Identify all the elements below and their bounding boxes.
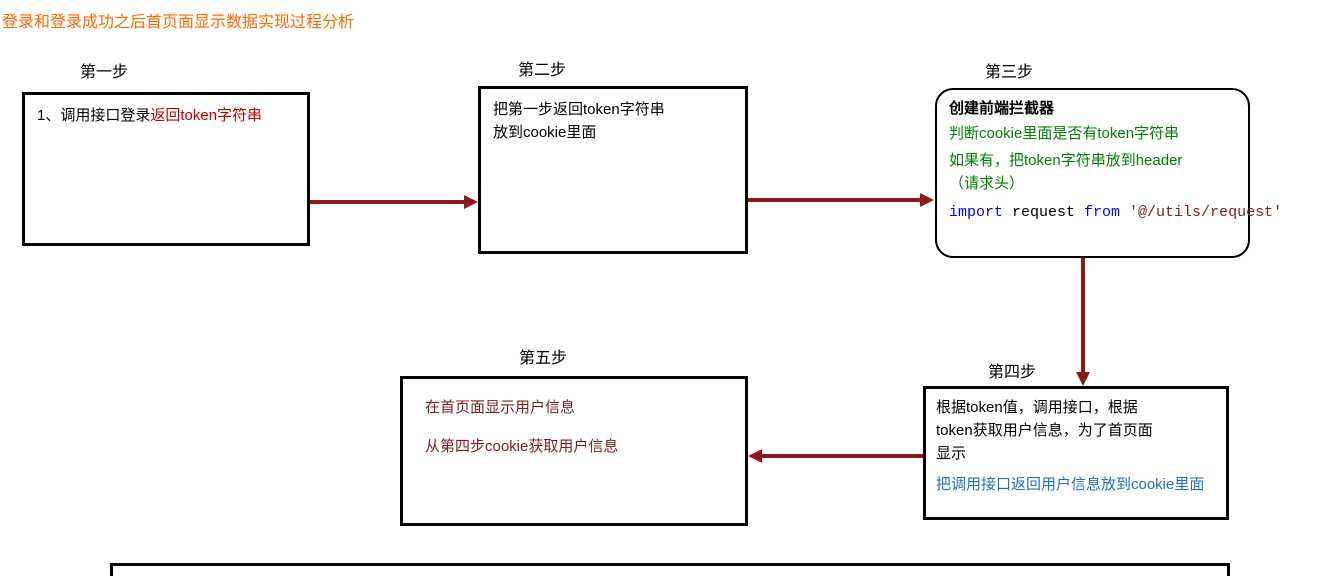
step4-line1a: 根据token值，调用接口，根据 bbox=[936, 397, 1216, 418]
step3-line1: 创建前端拦截器 bbox=[949, 98, 1236, 119]
step1-text-highlight: 返回token字符串 bbox=[150, 107, 262, 124]
code-request: request bbox=[1003, 204, 1084, 221]
bottom-border-right bbox=[1227, 563, 1230, 576]
step4-line1b: token获取用户信息，为了首页面 bbox=[936, 420, 1216, 441]
step4-line1c: 显示 bbox=[936, 443, 1216, 464]
step5-line2: 从第四步cookie获取用户信息 bbox=[425, 436, 723, 457]
code-path: '@/utils/request' bbox=[1129, 204, 1282, 221]
step2-line2: 放到cookie里面 bbox=[493, 122, 733, 143]
step3-line3a: 如果有，把token字符串放到header bbox=[949, 150, 1236, 171]
bottom-border bbox=[110, 563, 1230, 566]
step3-line3b: （请求头） bbox=[949, 173, 1236, 194]
step1-text-prefix: 1、调用接口登录 bbox=[37, 107, 150, 124]
step2-line1: 把第一步返回token字符串 bbox=[493, 99, 733, 120]
page-title: 登录和登录成功之后首页面显示数据实现过程分析 bbox=[2, 8, 354, 32]
step3-label: 第三步 bbox=[985, 58, 1033, 82]
step1-label: 第一步 bbox=[80, 58, 128, 82]
step3-box: 创建前端拦截器 判断cookie里面是否有token字符串 如果有，把token… bbox=[935, 88, 1250, 258]
step4-line2: 把调用接口返回用户信息放到cookie里面 bbox=[936, 474, 1216, 495]
step4-label: 第四步 bbox=[988, 358, 1036, 382]
step2-label: 第二步 bbox=[518, 56, 566, 80]
step1-box: 1、调用接口登录返回token字符串 bbox=[22, 92, 310, 246]
code-import: import bbox=[949, 204, 1003, 221]
step4-box: 根据token值，调用接口，根据 token获取用户信息，为了首页面 显示 把调… bbox=[923, 386, 1229, 520]
code-from: from bbox=[1084, 204, 1129, 221]
step3-line2: 判断cookie里面是否有token字符串 bbox=[949, 123, 1236, 144]
step5-line1: 在首页面显示用户信息 bbox=[425, 397, 723, 418]
step5-label: 第五步 bbox=[519, 344, 567, 368]
step2-box: 把第一步返回token字符串 放到cookie里面 bbox=[478, 86, 748, 254]
bottom-border-left bbox=[110, 563, 113, 576]
step3-code: import request from '@/utils/request' bbox=[949, 202, 1236, 223]
step5-box: 在首页面显示用户信息 从第四步cookie获取用户信息 bbox=[400, 376, 748, 526]
